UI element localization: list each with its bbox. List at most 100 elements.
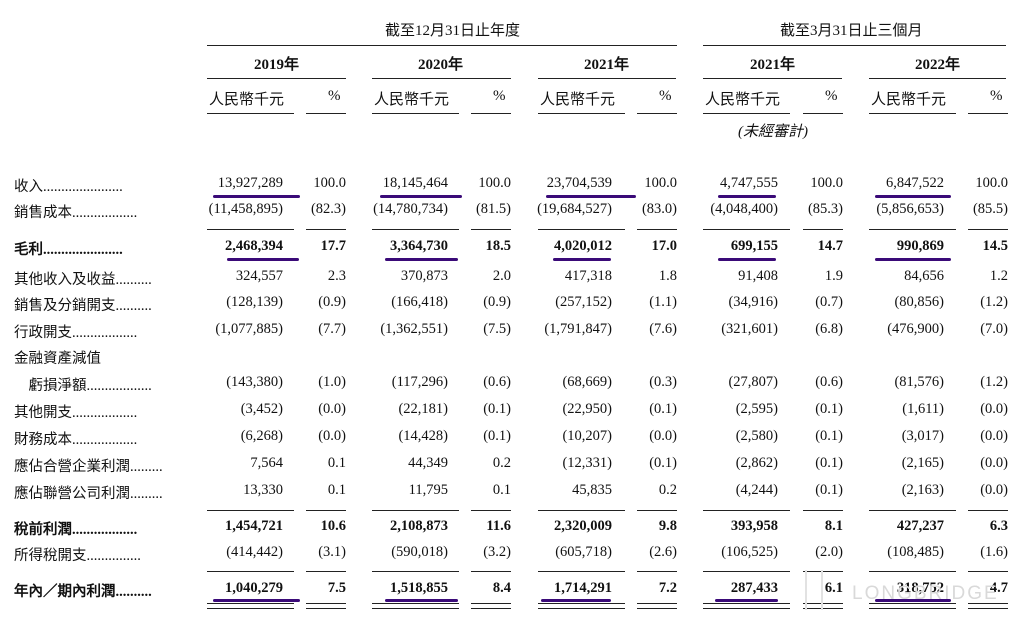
- cell-percent: 10.6: [320, 518, 346, 534]
- cell-percent: 2.3: [327, 268, 346, 284]
- pct-label-4: %: [825, 88, 838, 104]
- subtotal-rule-gross-pct-4: [803, 229, 843, 230]
- cell-amount: 23,704,539: [546, 175, 612, 191]
- cell-amount: 427,237: [896, 518, 944, 534]
- unit-rule-pct-1: [306, 113, 346, 114]
- year-header-5: 2022年: [915, 57, 961, 73]
- cell-percent: 1.2: [989, 268, 1008, 284]
- pct-label-2: %: [493, 88, 506, 104]
- cell-percent: (0.6): [483, 374, 511, 390]
- year-header-rule-2: [372, 78, 511, 79]
- cell-amount: (22,181): [398, 401, 448, 417]
- cell-percent: 0.1: [492, 482, 511, 498]
- subtotal-rule-pbt-1: [207, 510, 294, 511]
- cell-amount: (34,916): [728, 294, 778, 310]
- cell-percent: 2.0: [492, 268, 511, 284]
- cell-amount: (108,485): [887, 544, 944, 560]
- unit-rule-amount-4: [703, 113, 790, 114]
- highlight-underline: [546, 195, 636, 198]
- cell-amount: (2,580): [735, 428, 778, 444]
- unit-rule-amount-2: [372, 113, 459, 114]
- cell-percent: (7.5): [483, 321, 511, 337]
- subtotal-rule-pbt-2: [372, 510, 459, 511]
- total-rule-b-2: [372, 608, 459, 609]
- total-rule-pct-a-1: [306, 603, 346, 604]
- cell-percent: 100.0: [313, 175, 346, 191]
- cell-percent: (0.0): [318, 428, 346, 444]
- cell-amount: (1,791,847): [544, 321, 612, 337]
- cell-amount: (1,077,885): [215, 321, 283, 337]
- unit-rule-pct-5: [968, 113, 1008, 114]
- cell-amount: (5,856,653): [876, 201, 944, 217]
- cell-percent: (0.9): [318, 294, 346, 310]
- cell-percent: 11.6: [486, 518, 511, 534]
- subtotal-rule-np-1: [207, 571, 294, 572]
- row-label: 虧損淨額..................: [14, 378, 152, 394]
- row-label: 應佔聯營公司利潤.........: [14, 486, 163, 502]
- row-label: 銷售及分銷開支..........: [14, 298, 152, 314]
- total-rule-pct-a-5: [968, 603, 1008, 604]
- unit-label-3: 人民幣千元: [540, 92, 616, 108]
- cell-percent: (1.6): [980, 544, 1008, 560]
- subtotal-rule-pbt-3: [538, 510, 625, 511]
- cell-percent: (1.1): [649, 294, 677, 310]
- cell-percent: (2.6): [649, 544, 677, 560]
- subtotal-rule-gross-pct-3: [637, 229, 677, 230]
- cell-percent: 17.7: [320, 238, 346, 254]
- total-rule-b-1: [207, 608, 294, 609]
- cell-amount: (3,452): [240, 401, 283, 417]
- cell-amount: (14,780,734): [373, 201, 448, 217]
- cell-amount: (257,152): [555, 294, 612, 310]
- cell-percent: (0.3): [649, 374, 677, 390]
- cell-amount: 287,433: [730, 580, 778, 596]
- cell-amount: 6,847,522: [886, 175, 944, 191]
- cell-amount: 2,468,394: [225, 238, 283, 254]
- cell-percent: (1.2): [980, 294, 1008, 310]
- total-rule-pct-a-3: [637, 603, 677, 604]
- cell-percent: (2.0): [815, 544, 843, 560]
- cell-amount: 1,714,291: [554, 580, 612, 596]
- cell-percent: (81.5): [475, 201, 511, 217]
- cell-amount: (4,244): [735, 482, 778, 498]
- unit-label-1: 人民幣千元: [209, 92, 285, 108]
- unit-rule-amount-3: [538, 113, 625, 114]
- subtotal-rule-np-pct-1: [306, 571, 346, 572]
- cell-percent: (82.3): [310, 201, 346, 217]
- highlight-underline: [213, 195, 300, 198]
- cell-amount: (11,458,895): [208, 201, 283, 217]
- subtotal-rule-pbt-pct-3: [637, 510, 677, 511]
- cell-amount: (3,017): [901, 428, 944, 444]
- cell-percent: 6.1: [824, 580, 843, 596]
- cell-percent: (0.1): [649, 455, 677, 471]
- cell-percent: 17.0: [651, 238, 677, 254]
- cell-amount: (2,163): [901, 482, 944, 498]
- highlight-underline: [875, 258, 951, 261]
- subtotal-rule-gross-3: [538, 229, 625, 230]
- cell-percent: (0.1): [815, 455, 843, 471]
- cell-amount: (2,165): [901, 455, 944, 471]
- cell-percent: (85.5): [972, 201, 1008, 217]
- cell-percent: 0.1: [327, 482, 346, 498]
- total-rule-pct-b-1: [306, 608, 346, 609]
- total-rule-a-5: [869, 603, 956, 604]
- cell-percent: 7.5: [327, 580, 346, 596]
- header-group-year-end: 截至12月31日止年度: [385, 23, 521, 39]
- highlight-underline: [875, 599, 951, 602]
- unit-label-4: 人民幣千元: [705, 92, 781, 108]
- subtotal-rule-np-pct-5: [968, 571, 1008, 572]
- total-rule-pct-b-3: [637, 608, 677, 609]
- cell-amount: (6,268): [240, 428, 283, 444]
- year-header-4: 2021年: [750, 57, 796, 73]
- cell-amount: 13,927,289: [217, 175, 283, 191]
- watermark-text: LONGBRIDGE: [852, 583, 999, 604]
- cell-percent: 0.1: [327, 455, 346, 471]
- row-label: 銷售成本..................: [14, 205, 138, 221]
- cell-percent: 0.2: [492, 455, 511, 471]
- cell-percent: 100.0: [644, 175, 677, 191]
- row-label: 稅前利潤..................: [14, 522, 138, 538]
- subtotal-rule-pbt-pct-2: [471, 510, 511, 511]
- total-rule-pct-b-2: [471, 608, 511, 609]
- cell-amount: (68,669): [562, 374, 612, 390]
- year-header-1: 2019年: [254, 57, 300, 73]
- cell-percent: (1.2): [980, 374, 1008, 390]
